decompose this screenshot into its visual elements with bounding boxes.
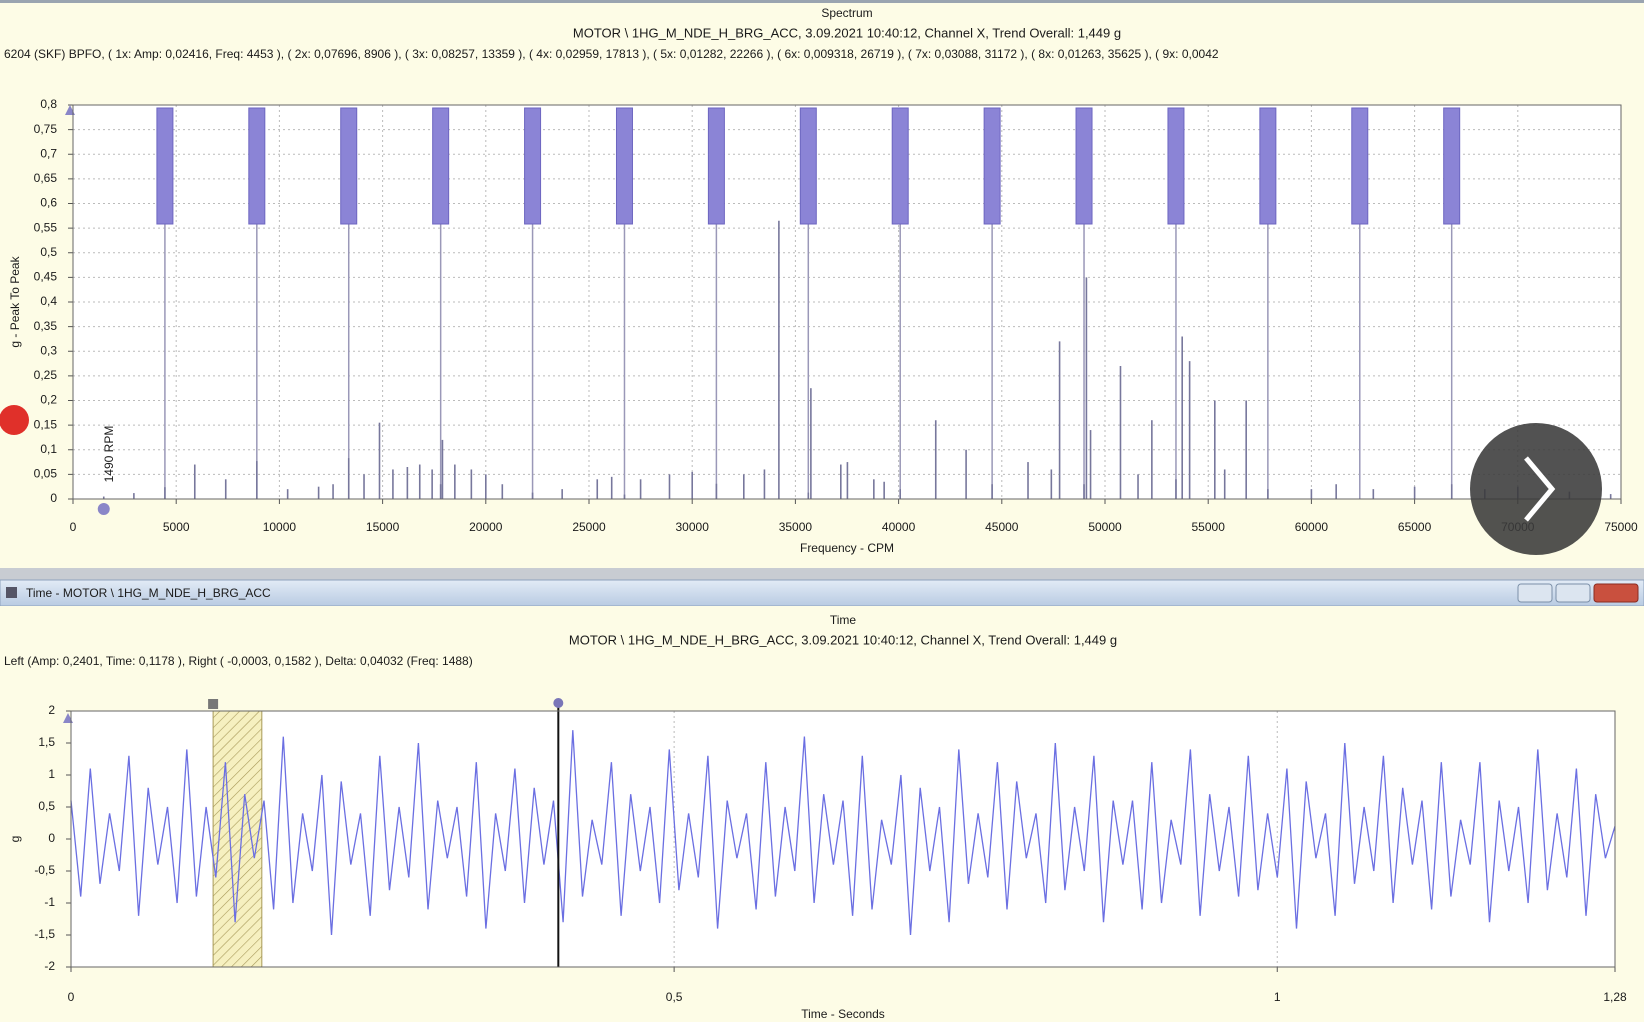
y-tick-label: 2 bbox=[48, 703, 55, 717]
panel-edge bbox=[0, 0, 1644, 3]
y-tick-label: 0,05 bbox=[34, 467, 58, 481]
harmonic-marker bbox=[248, 107, 266, 225]
x-tick-label: 20000 bbox=[469, 520, 503, 534]
harmonic-marker bbox=[707, 107, 725, 225]
y-tick-label: 0,2 bbox=[40, 393, 57, 407]
x-tick-label: 40000 bbox=[882, 520, 916, 534]
touch-indicator bbox=[0, 405, 29, 435]
y-tick-label: 0,45 bbox=[34, 270, 58, 284]
cursor-band bbox=[212, 710, 263, 968]
left-cursor-handle bbox=[208, 699, 219, 709]
x-tick-label: 60000 bbox=[1295, 520, 1329, 534]
y-tick-label: 0,15 bbox=[34, 417, 58, 431]
y-tick-label: 0,25 bbox=[34, 368, 58, 382]
x-tick-label: 5000 bbox=[163, 520, 190, 534]
window-icon bbox=[6, 587, 17, 598]
y-axis-label: g - Peak To Peak bbox=[8, 255, 22, 347]
annotation: Left (Amp: 0,2401, Time: 0,1178 ), Right… bbox=[4, 654, 473, 668]
x-tick-label: 10000 bbox=[263, 520, 297, 534]
x-tick-label: 25000 bbox=[572, 520, 606, 534]
y-tick-label: 0,5 bbox=[40, 245, 57, 259]
y-tick-label: 0 bbox=[48, 831, 55, 845]
y-axis-label: g bbox=[8, 836, 22, 843]
x-tick-label: 1 bbox=[1274, 990, 1281, 1004]
x-tick-label: 0 bbox=[70, 520, 77, 534]
y-tick-label: 0,35 bbox=[34, 319, 58, 333]
plot-area bbox=[71, 711, 1615, 967]
harmonic-marker bbox=[1075, 107, 1093, 225]
harmonic-marker bbox=[432, 107, 450, 225]
x-tick-label: 45000 bbox=[985, 520, 1019, 534]
chart-title: Spectrum bbox=[821, 6, 872, 20]
splitter bbox=[0, 568, 1644, 580]
x-tick-label: 15000 bbox=[366, 520, 400, 534]
waveform bbox=[70, 730, 1616, 936]
next-button[interactable] bbox=[1470, 423, 1602, 555]
harmonic-marker bbox=[1167, 107, 1185, 225]
y-tick-label: -1 bbox=[44, 895, 55, 909]
x-tick-label: 65000 bbox=[1398, 520, 1432, 534]
y-tick-label: 0 bbox=[50, 491, 57, 505]
y-tick-label: 0,7 bbox=[40, 146, 57, 160]
harmonic-marker bbox=[615, 107, 633, 225]
rpm-label: 1490 RPM bbox=[102, 426, 116, 483]
harmonic-marker bbox=[524, 107, 542, 225]
y-tick-label: 0,5 bbox=[38, 799, 55, 813]
y-tick-label: 0,65 bbox=[34, 171, 58, 185]
y-tick-label: 0,3 bbox=[40, 343, 57, 357]
x-tick-label: 0,5 bbox=[666, 990, 683, 1004]
annotation: 6204 (SKF) BPFO, ( 1x: Amp: 0,02416, Fre… bbox=[4, 47, 1219, 61]
cursor-line-handle bbox=[553, 698, 564, 708]
y-tick-label: 0,75 bbox=[34, 122, 58, 136]
y-tick-label: -2 bbox=[44, 959, 55, 973]
y-tick-label: -0,5 bbox=[34, 863, 55, 877]
harmonic-marker bbox=[891, 107, 909, 225]
x-tick-label: 55000 bbox=[1192, 520, 1226, 534]
window-title-bar bbox=[0, 579, 1644, 607]
harmonic-marker bbox=[1443, 107, 1461, 225]
y-tick-label: 1 bbox=[48, 767, 55, 781]
y-tick-label: 0,6 bbox=[40, 196, 57, 210]
minimize-button[interactable] bbox=[1517, 583, 1553, 603]
next-chevron bbox=[1524, 456, 1556, 522]
y-tick-label: 1,5 bbox=[38, 735, 55, 749]
harmonic-marker bbox=[340, 107, 358, 225]
harmonic-marker bbox=[1259, 107, 1277, 225]
x-tick-label: 0 bbox=[68, 990, 75, 1004]
y-tick-label: -1,5 bbox=[34, 927, 55, 941]
harmonic-marker bbox=[156, 107, 174, 225]
x-axis-label: Time - Seconds bbox=[801, 1007, 885, 1021]
y-tick-label: 0,55 bbox=[34, 220, 58, 234]
harmonic-marker bbox=[983, 107, 1001, 225]
harmonic-marker bbox=[799, 107, 817, 225]
x-tick-label: 1,28 bbox=[1603, 990, 1627, 1004]
cursor-dot bbox=[97, 503, 110, 515]
chart-title: Time bbox=[830, 613, 857, 627]
plot-border bbox=[72, 104, 1622, 500]
y-tick-label: 0,8 bbox=[40, 97, 57, 111]
x-tick-label: 35000 bbox=[779, 520, 813, 534]
chart-subtitle: MOTOR \ 1HG_M_NDE_H_BRG_ACC, 3.09.2021 1… bbox=[569, 632, 1117, 647]
x-tick-label: 30000 bbox=[676, 520, 710, 534]
maximize-button[interactable] bbox=[1555, 583, 1591, 603]
y-tick-label: 0,4 bbox=[40, 294, 57, 308]
x-axis-label: Frequency - CPM bbox=[800, 541, 894, 555]
chart-subtitle: MOTOR \ 1HG_M_NDE_H_BRG_ACC, 3.09.2021 1… bbox=[573, 25, 1121, 40]
plot-border bbox=[70, 710, 1616, 968]
y-tick-label: 0,1 bbox=[40, 442, 57, 456]
window-title: Time - MOTOR \ 1HG_M_NDE_H_BRG_ACC bbox=[26, 586, 271, 600]
harmonic-marker bbox=[1351, 107, 1369, 225]
x-tick-label: 75000 bbox=[1604, 520, 1638, 534]
close-button[interactable] bbox=[1593, 583, 1639, 603]
x-tick-label: 50000 bbox=[1088, 520, 1122, 534]
